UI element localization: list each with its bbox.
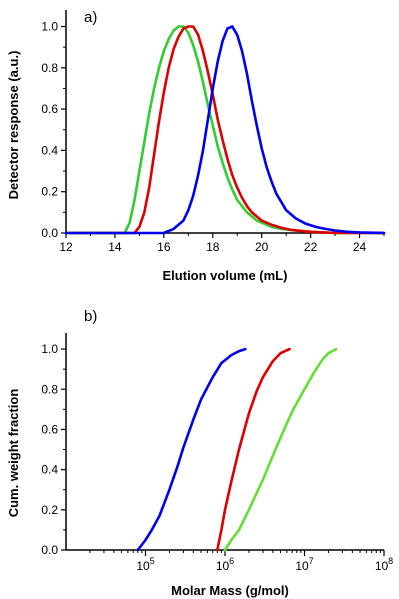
x-tick-label-a: 22 [304, 240, 318, 254]
x-tick-label-a: 16 [157, 240, 171, 254]
x-tick-label-a: 20 [255, 240, 269, 254]
x-tick-label-b: 108 [375, 556, 393, 573]
x-axis-title-b: Molar Mass (g/mol) [171, 583, 289, 598]
chart-panel-a: a) Elution volume (mL) Detector response… [6, 9, 386, 283]
y-tick-label-b: 0.0 [41, 543, 58, 557]
x-tick-label-a: 14 [108, 240, 122, 254]
x-tick-label-b: 107 [295, 556, 313, 573]
panel-label-a: a) [84, 9, 97, 26]
x-tick-label-b: 106 [216, 556, 234, 573]
y-tick-label-a: 0.0 [41, 226, 58, 240]
chart-panel-b: b) Molar Mass (g/mol) Cum. weight fracti… [6, 308, 393, 598]
y-tick-label-a: 0.2 [41, 185, 58, 199]
y-axis-title-b: Cum. weight fraction [6, 389, 21, 518]
y-tick-label-b: 0.2 [41, 503, 58, 517]
series-line-a-2 [64, 25, 386, 235]
series-line-a-1 [64, 25, 386, 235]
series-line-b-2 [216, 347, 291, 552]
y-tick-label-a: 0.8 [41, 61, 58, 75]
y-tick-label-b: 0.6 [41, 422, 58, 436]
y-tick-label-a: 0.4 [41, 143, 58, 157]
y-tick-label-b: 0.4 [41, 463, 58, 477]
y-tick-label-a: 1.0 [41, 20, 58, 34]
series-line-b-1 [136, 347, 247, 552]
series-line-a-3 [64, 25, 386, 235]
y-tick-label-b: 0.8 [41, 382, 58, 396]
x-tick-label-a: 18 [206, 240, 220, 254]
y-tick-label-b: 1.0 [41, 342, 58, 356]
panel-label-b: b) [84, 308, 97, 325]
y-axis-title-a: Detector response (a.u.) [6, 51, 21, 200]
x-tick-label-a: 12 [59, 240, 73, 254]
x-tick-label-b: 105 [136, 556, 154, 573]
y-tick-label-a: 0.6 [41, 102, 58, 116]
series-line-b-3 [223, 347, 338, 552]
x-axis-title-a: Elution volume (mL) [163, 268, 288, 283]
x-tick-label-a: 24 [353, 240, 367, 254]
